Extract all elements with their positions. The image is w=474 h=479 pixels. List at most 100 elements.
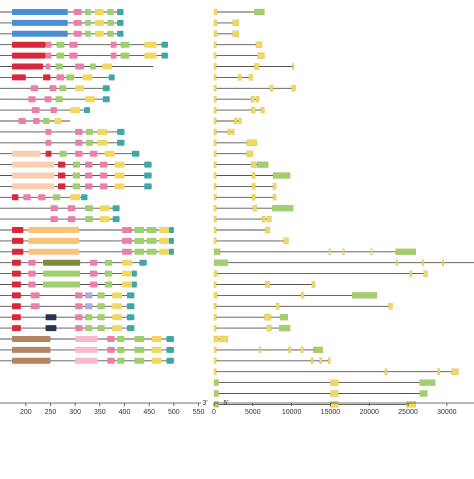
protein-row [0, 96, 110, 103]
domain-box [117, 19, 124, 26]
protein-row [0, 227, 174, 233]
domain-box [28, 281, 36, 288]
domain-box [104, 259, 113, 266]
domain-box [166, 357, 174, 364]
domain-box [45, 128, 52, 135]
exon-box [213, 303, 217, 310]
protein-row [0, 259, 147, 266]
gene-row [213, 63, 295, 70]
domain-box [70, 194, 81, 201]
domain-box [151, 357, 162, 364]
domain-box [107, 346, 115, 353]
domain-box [85, 161, 93, 168]
five-prime-marker: 5' [223, 400, 228, 407]
exon-box [300, 292, 305, 299]
domain-box [131, 281, 137, 288]
exon-box [251, 183, 256, 190]
domain-box [107, 9, 114, 15]
protein-row [0, 216, 120, 223]
exon-box [275, 303, 280, 310]
domain-box [56, 41, 65, 48]
gene-row [213, 270, 428, 277]
exon-box [419, 379, 436, 386]
domain-box [45, 325, 57, 332]
gene-row [213, 281, 316, 288]
domain-box [11, 194, 19, 201]
domain-box [11, 270, 21, 277]
domain-box [73, 9, 82, 15]
domain-box [11, 30, 68, 37]
gene-row [213, 172, 291, 179]
domain-box [146, 227, 157, 233]
protein-row [0, 172, 152, 179]
domain-box [45, 139, 52, 146]
domain-box [75, 357, 98, 364]
protein-row [0, 194, 88, 201]
exon-box [246, 150, 253, 157]
exon-box [213, 215, 217, 223]
protein-row [0, 30, 124, 37]
protein-row [0, 281, 137, 288]
domain-box [56, 74, 65, 81]
exon-box [254, 8, 265, 16]
domain-box [126, 303, 135, 310]
exon-box [213, 52, 217, 59]
gene-row [213, 259, 474, 266]
domain-box [85, 172, 93, 179]
exon-box [261, 215, 266, 223]
domain-box [112, 216, 120, 223]
domain-box [11, 336, 51, 342]
domain-box [11, 303, 21, 310]
exon-box [213, 161, 217, 168]
gene-row [213, 205, 294, 212]
domain-box [43, 74, 51, 81]
exon-box [213, 281, 217, 288]
exon-box [213, 183, 217, 190]
domain-box [89, 259, 98, 266]
domain-box [117, 357, 125, 364]
exon-box [279, 324, 291, 332]
exon-box [255, 96, 260, 103]
domain-box [117, 139, 125, 146]
gene-structure-panel [213, 8, 474, 408]
domain-box [168, 227, 174, 233]
exon-box [310, 357, 314, 364]
domain-box [139, 259, 147, 266]
domain-box [85, 96, 95, 103]
gene-row [213, 401, 416, 408]
gene-row [213, 248, 416, 255]
domain-box [126, 325, 135, 332]
domain-box [59, 150, 67, 157]
exon-box [265, 226, 271, 234]
three-prime-marker: 3' [202, 400, 207, 407]
domain-box [99, 205, 110, 212]
exon-box [291, 85, 296, 92]
right-axis-tick-label: 15000 [321, 409, 341, 416]
right-axis-tick-label: 30000 [437, 409, 457, 416]
left-axis-tick-label: 450 [143, 409, 155, 416]
domain-box [75, 128, 83, 135]
protein-row [0, 205, 120, 212]
domain-box [97, 325, 105, 332]
domain-box [66, 74, 75, 81]
exon-box [396, 259, 399, 266]
left-axis-tick-label: 350 [94, 409, 106, 416]
gene-row [213, 303, 393, 310]
exon-box [213, 357, 217, 364]
domain-box [166, 336, 174, 342]
exon-box [409, 270, 413, 277]
exon-box [213, 8, 218, 16]
domain-box [70, 107, 81, 114]
exon-box [213, 292, 218, 299]
gene-row [213, 85, 296, 92]
domain-box [97, 139, 108, 146]
domain-box [18, 118, 26, 124]
domain-box [94, 19, 104, 26]
exon-box [213, 139, 217, 146]
protein-row [0, 248, 174, 255]
domain-box [112, 292, 123, 299]
domain-box [85, 303, 93, 310]
gene-row [213, 314, 288, 321]
domain-box [67, 216, 76, 223]
domain-box [94, 9, 104, 15]
